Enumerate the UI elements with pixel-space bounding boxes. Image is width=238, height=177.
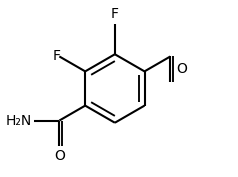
Text: F: F [111,7,119,21]
Text: H₂N: H₂N [6,114,32,128]
Text: F: F [53,49,61,63]
Text: O: O [177,62,188,76]
Text: O: O [54,149,65,163]
